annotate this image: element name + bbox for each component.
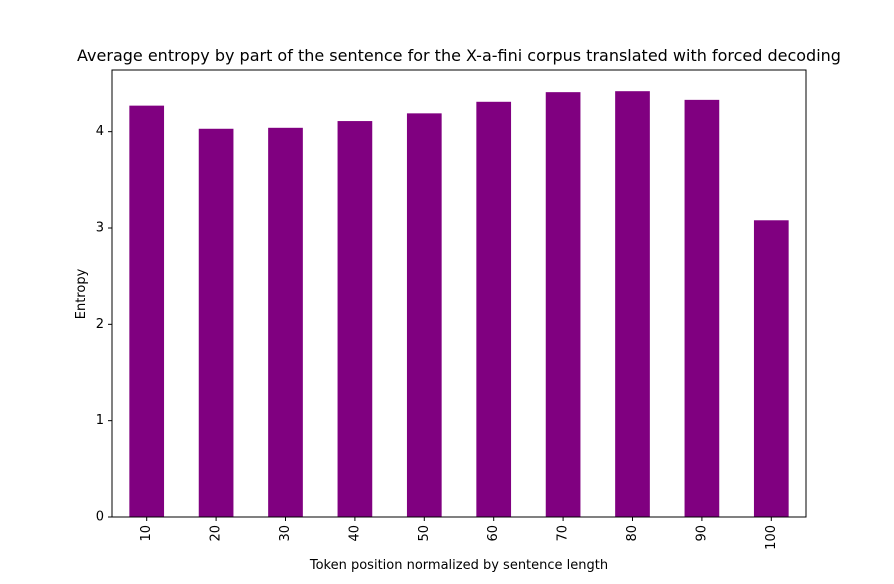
x-tick-label: 20 <box>209 525 224 542</box>
x-tick-label: 10 <box>139 525 154 542</box>
y-tick-label: 0 <box>96 510 104 525</box>
y-ticks-group: 0 1 2 3 4 <box>96 124 112 525</box>
bar-60 <box>476 101 512 517</box>
bar-30 <box>268 127 303 518</box>
bar-100 <box>753 220 789 517</box>
bar-70 <box>545 92 581 517</box>
bar-80 <box>615 91 650 517</box>
bar-90 <box>684 99 720 518</box>
plot-frame <box>111 69 807 518</box>
x-tick-label: 80 <box>625 525 640 542</box>
bars-group <box>129 91 789 518</box>
chart-title: Average entropy by part of the sentence … <box>77 46 841 65</box>
y-axis-label: Entropy <box>74 268 89 319</box>
x-axis-label: Token position normalized by sentence le… <box>309 558 608 573</box>
x-ticks-group: 10 20 30 40 50 60 70 80 90 100 <box>139 517 779 550</box>
bar-40 <box>337 121 373 517</box>
x-tick-label: 40 <box>347 525 362 542</box>
y-tick-label: 3 <box>96 220 104 235</box>
x-tick-label: 30 <box>278 525 293 542</box>
x-tick-label: 100 <box>764 525 779 550</box>
y-tick-label: 1 <box>96 413 104 428</box>
y-tick-label: 2 <box>96 317 104 332</box>
x-tick-label: 70 <box>556 525 571 542</box>
bar-50 <box>406 113 442 517</box>
bar-20 <box>198 128 234 517</box>
x-tick-label: 50 <box>417 525 432 542</box>
x-tick-label: 60 <box>486 525 501 542</box>
x-tick-label: 90 <box>694 525 709 542</box>
y-tick-label: 4 <box>96 124 104 139</box>
bar-10 <box>129 105 165 517</box>
